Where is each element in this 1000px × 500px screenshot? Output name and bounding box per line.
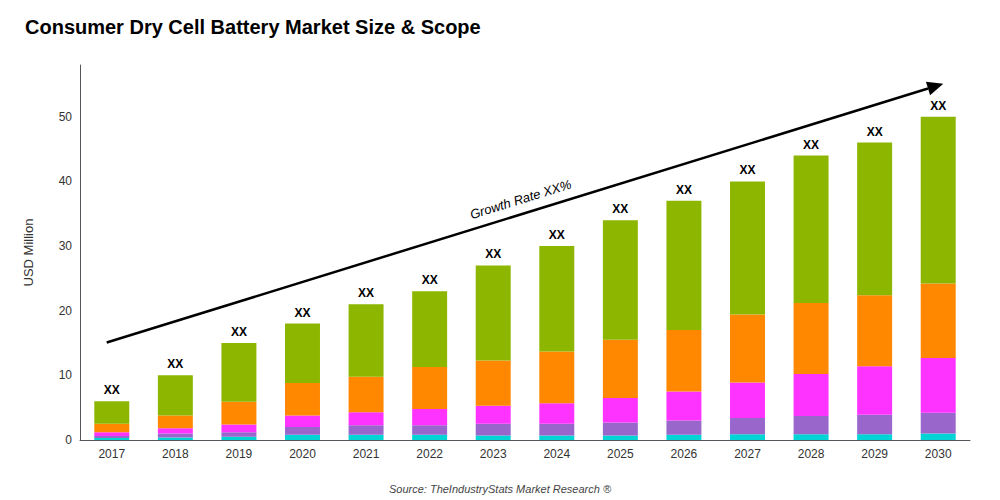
svg-text:40: 40 <box>59 174 73 188</box>
svg-text:XX: XX <box>930 99 946 113</box>
svg-text:0: 0 <box>65 433 72 447</box>
svg-text:XX: XX <box>485 247 501 261</box>
svg-text:USD Million: USD Million <box>21 219 36 287</box>
svg-text:2021: 2021 <box>353 447 380 461</box>
svg-text:XX: XX <box>167 357 183 371</box>
svg-text:Consumer Dry Cell Battery Mark: Consumer Dry Cell Battery Market Size & … <box>25 16 481 38</box>
svg-text:XX: XX <box>104 383 120 397</box>
svg-text:2019: 2019 <box>226 447 253 461</box>
svg-text:10: 10 <box>59 368 73 382</box>
svg-text:2030: 2030 <box>925 447 952 461</box>
svg-text:2029: 2029 <box>861 447 888 461</box>
svg-text:2028: 2028 <box>798 447 825 461</box>
svg-text:Growth Rate XX%: Growth Rate XX% <box>468 177 573 222</box>
svg-text:2022: 2022 <box>416 447 443 461</box>
svg-text:XX: XX <box>422 273 438 287</box>
svg-text:30: 30 <box>59 239 73 253</box>
svg-text:2026: 2026 <box>671 447 698 461</box>
svg-text:2020: 2020 <box>289 447 316 461</box>
svg-text:XX: XX <box>294 306 310 320</box>
svg-text:2018: 2018 <box>162 447 189 461</box>
svg-text:2023: 2023 <box>480 447 507 461</box>
svg-text:XX: XX <box>612 202 628 216</box>
svg-text:20: 20 <box>59 304 73 318</box>
svg-text:2017: 2017 <box>98 447 125 461</box>
svg-text:XX: XX <box>803 138 819 152</box>
svg-text:50: 50 <box>59 110 73 124</box>
svg-text:2024: 2024 <box>543 447 570 461</box>
svg-text:XX: XX <box>549 228 565 242</box>
svg-text:2025: 2025 <box>607 447 634 461</box>
svg-text:XX: XX <box>231 325 247 339</box>
svg-text:XX: XX <box>739 163 755 177</box>
svg-text:XX: XX <box>867 125 883 139</box>
svg-text:2027: 2027 <box>734 447 761 461</box>
svg-text:XX: XX <box>676 183 692 197</box>
svg-text:Source: TheIndustryStats Marke: Source: TheIndustryStats Market Research… <box>389 483 612 495</box>
svg-text:XX: XX <box>358 286 374 300</box>
